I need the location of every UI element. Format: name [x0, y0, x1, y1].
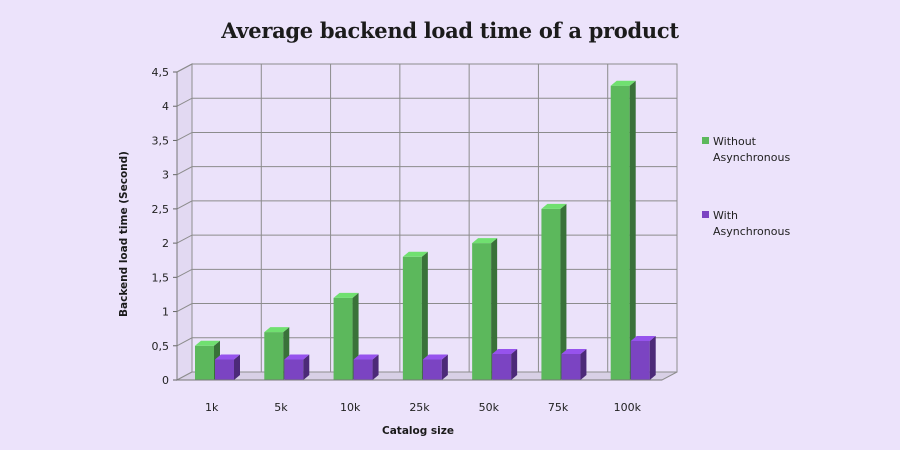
bar-with-async-100k: [630, 335, 656, 380]
x-axis-title: Catalog size: [382, 425, 454, 437]
legend-label: Without: [713, 135, 757, 148]
chart-title: Average backend load time of a product: [221, 18, 679, 43]
gridline-h: [176, 131, 677, 141]
legend-swatch: [702, 137, 709, 144]
bar-with-async-75k-front: [561, 353, 581, 380]
bar-without-async-10k-front: [333, 297, 353, 380]
gridline-h: [176, 234, 677, 244]
bar-with-async-75k-top: [561, 348, 587, 354]
bar-with-async-75k: [561, 348, 587, 380]
bar-with-async-1k: [215, 354, 240, 380]
y-axis: 0 0,5 1 1,5 2 2,5 3 3,5 4 4,5: [152, 66, 178, 387]
gridline-h: [176, 303, 677, 312]
legend: Without Asynchronous With Asynchronous: [702, 135, 790, 238]
y-tick-label: 2,5: [152, 203, 170, 216]
bar-with-async-25k-side: [441, 354, 448, 380]
plot-side-wall: [176, 63, 193, 381]
gridline-h: [176, 97, 677, 107]
bar-with-async-50k-top: [492, 348, 518, 354]
bar-with-async-25k-top: [422, 354, 448, 360]
y-tick-label: 4: [162, 100, 169, 113]
bar-without-async-100k-side: [629, 80, 636, 380]
bar-without-async-10k-top: [333, 292, 359, 298]
y-tick-label: 0,5: [152, 340, 170, 353]
legend-label: Asynchronous: [713, 225, 790, 238]
bar-without-async-1k-top: [195, 340, 220, 346]
gridline-h: [176, 337, 677, 347]
bar-with-async-5k-top: [284, 354, 310, 360]
bar-without-async-50k-side: [491, 238, 498, 380]
bar-with-async-1k-side: [234, 354, 240, 380]
bar-without-async-75k: [541, 203, 567, 380]
bar-with-async-5k-side: [303, 354, 310, 380]
bar-without-async-50k-top: [472, 238, 498, 244]
bar-without-async-50k: [472, 238, 498, 380]
bar-without-async-100k-front: [610, 85, 630, 380]
gridlines: [176, 63, 677, 372]
bars: [195, 80, 656, 380]
x-tick-label: 25k: [409, 401, 430, 414]
y-tick-label: 0: [162, 374, 169, 387]
bar-without-async-100k: [610, 80, 636, 380]
x-tick-label: 75k: [548, 401, 569, 414]
bar-without-async-25k-side: [421, 251, 428, 380]
bar-with-async-50k: [492, 348, 518, 380]
bar-without-async-25k-top: [402, 251, 428, 257]
gridline-h: [176, 166, 677, 176]
bar-with-async-10k-side: [372, 354, 379, 380]
bar-without-async-1k-front: [195, 345, 214, 380]
bar-with-async-100k-side: [649, 335, 656, 380]
legend-label: Asynchronous: [713, 151, 790, 164]
bar-with-async-5k: [284, 354, 310, 380]
y-tick-label: 1,5: [152, 271, 170, 284]
legend-item-without-async: Without Asynchronous: [702, 135, 790, 164]
bar-without-async-50k-front: [472, 243, 492, 380]
bar-with-async-75k-side: [580, 348, 587, 380]
gridline-h: [176, 200, 677, 210]
bar-with-async-50k-front: [492, 353, 512, 380]
bar-with-async-100k-top: [630, 335, 656, 341]
bar-with-async-1k-front: [215, 359, 234, 380]
x-tick-label: 1k: [205, 401, 219, 414]
legend-item-with-async: With Asynchronous: [702, 209, 790, 238]
y-axis-title: Backend load time (Second): [118, 151, 130, 317]
bar-without-async-5k-top: [264, 327, 290, 333]
bar-with-async-50k-side: [511, 348, 518, 380]
bar-without-async-75k-front: [541, 208, 561, 380]
x-axis: 1k 5k 10k 25k 50k 75k 100k: [177, 379, 662, 414]
bar-without-async-5k-front: [264, 332, 284, 380]
legend-swatch: [702, 211, 709, 218]
bar-with-async-5k-front: [284, 359, 304, 380]
x-tick-label: 5k: [274, 401, 288, 414]
bar-without-async-75k-top: [541, 203, 567, 209]
gridline-h: [176, 268, 677, 278]
plot-back-wall-rect: [191, 63, 678, 373]
legend-label: With: [713, 209, 738, 222]
bar-with-async-25k-front: [422, 359, 442, 380]
bar-with-async-10k-top: [353, 354, 379, 360]
bar-without-async-25k-front: [402, 256, 422, 380]
x-tick-label: 100k: [614, 401, 642, 414]
bar-with-async-10k: [353, 354, 379, 380]
bar-without-async-25k: [402, 251, 428, 380]
gridline-h: [176, 63, 677, 73]
bar-with-async-1k-top: [215, 354, 240, 360]
bar-with-async-25k: [422, 354, 448, 380]
x-tick-label: 50k: [479, 401, 500, 414]
bar-without-async-100k-top: [610, 80, 636, 86]
y-tick-label: 3,5: [152, 134, 170, 147]
bar-without-async-75k-side: [560, 203, 567, 380]
bar-with-async-100k-front: [630, 340, 650, 380]
y-tick-label: 4,5: [152, 66, 170, 79]
x-tick-label: 10k: [340, 401, 361, 414]
y-tick-label: 2: [162, 237, 169, 250]
y-tick-label: 1: [162, 306, 169, 319]
y-tick-label: 3: [162, 169, 169, 182]
bar-with-async-10k-front: [353, 359, 373, 380]
